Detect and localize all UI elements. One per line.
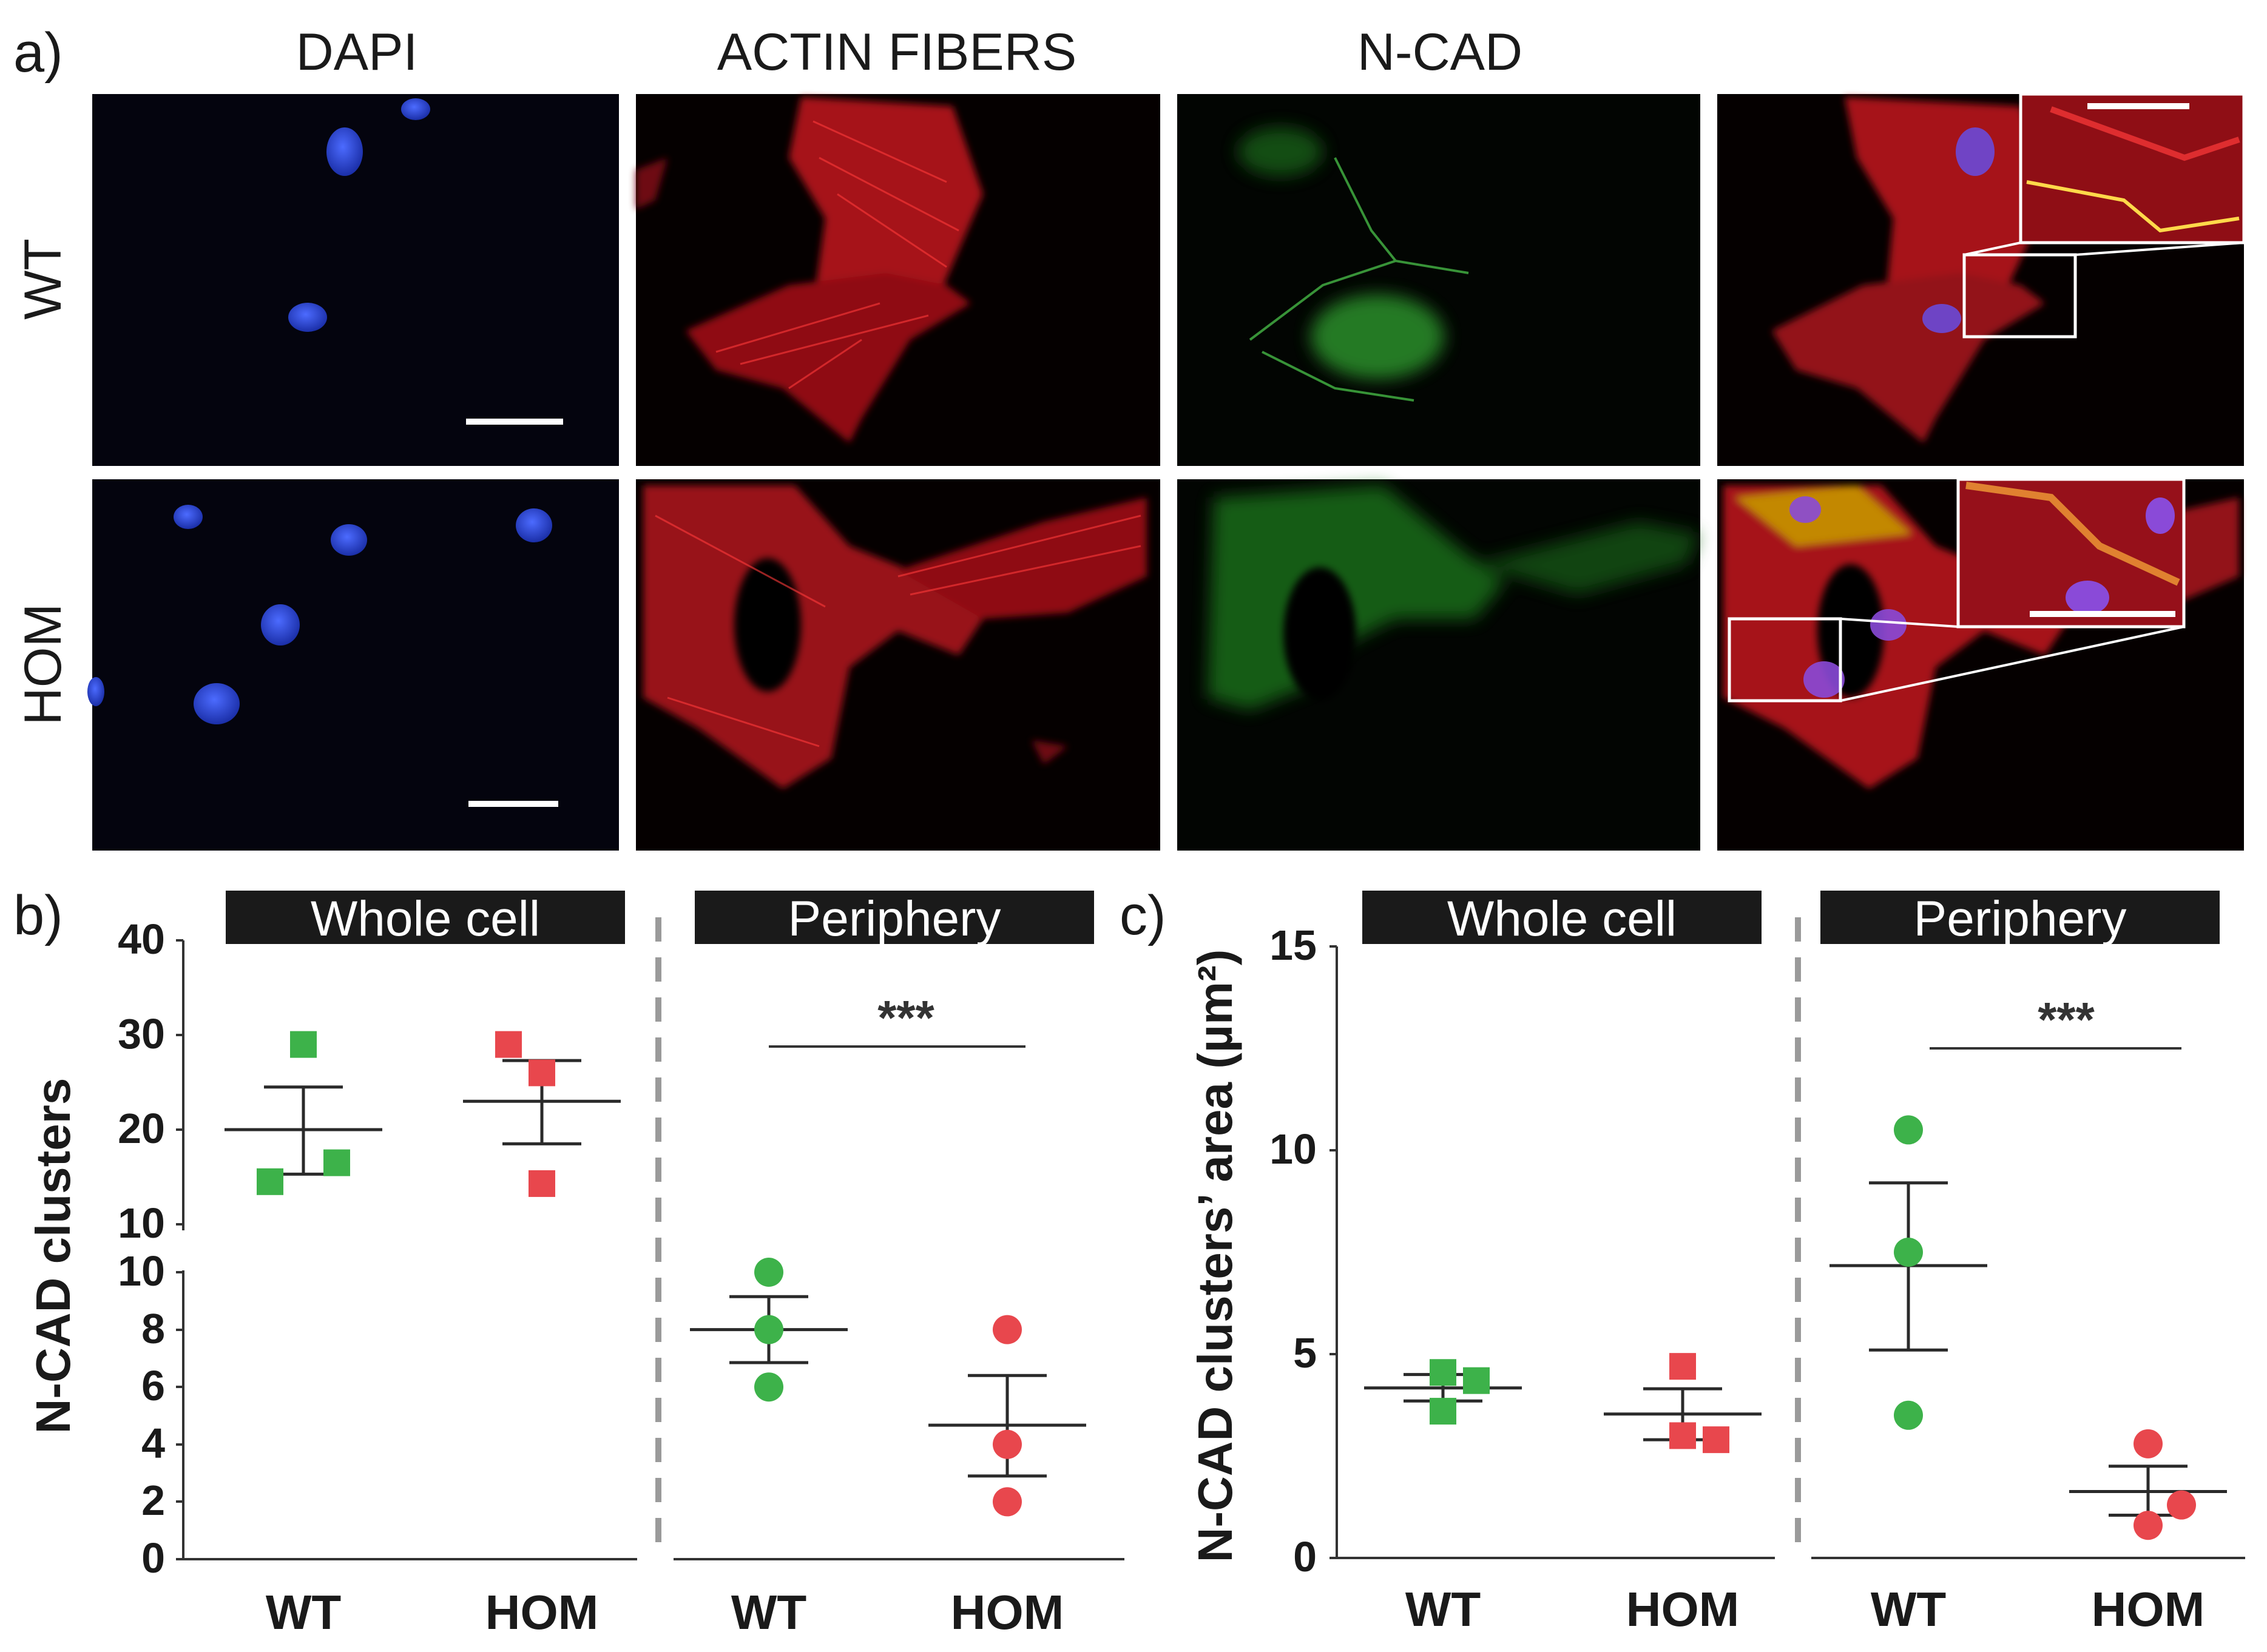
x-ticks-b: WT HOM WT HOM: [266, 1585, 1064, 1639]
image-hom-ncad: [1177, 479, 1700, 851]
data-point: [1669, 1353, 1696, 1380]
y-tick-label: 4: [141, 1420, 165, 1467]
scale-bar: [466, 419, 563, 425]
y-tick-label: 30: [118, 1010, 165, 1057]
plot-area-c: [1364, 1115, 2227, 1540]
panel-label-a: a): [13, 22, 63, 84]
y-tick-label: 20: [118, 1105, 165, 1152]
y-tick-label: 10: [118, 1247, 165, 1295]
x-tick-label: WT: [731, 1585, 807, 1639]
panel-label-c: c): [1120, 885, 1166, 946]
data-point: [1894, 1400, 1923, 1430]
y-tick-label: 0: [141, 1534, 165, 1582]
y-tick-label: 8: [141, 1305, 165, 1352]
data-point: [993, 1487, 1022, 1517]
scale-bar: [2030, 611, 2175, 617]
y-tick-label: 40: [118, 915, 165, 963]
data-point: [323, 1149, 350, 1176]
data-point: [2134, 1511, 2163, 1540]
zoom-box: [1728, 617, 1842, 703]
header-c-periphery-label: Periphery: [1914, 891, 2127, 946]
scale-bar: [2087, 103, 2189, 109]
y-tick-label: 10: [118, 1199, 165, 1247]
data-point: [290, 1031, 317, 1058]
data-point: [754, 1315, 783, 1344]
data-point: [1430, 1359, 1456, 1386]
inset-wt: [2019, 92, 2246, 244]
y-tick-label: 0: [1293, 1533, 1317, 1580]
data-point: [1669, 1422, 1696, 1449]
header-c-whole-label: Whole cell: [1447, 891, 1677, 946]
scale-bar: [468, 801, 558, 807]
data-point: [754, 1258, 783, 1287]
row-label-hom: HOM: [14, 604, 72, 726]
data-point: [993, 1315, 1022, 1344]
data-point: [1703, 1426, 1729, 1454]
x-tick-label: HOM: [1626, 1582, 1740, 1636]
column-label-dapi: DAPI: [296, 23, 418, 81]
data-point: [754, 1372, 783, 1402]
image-wt-dapi: [92, 94, 619, 466]
image-hom-merge: [1717, 477, 2244, 851]
y-axis-title-b: N-CAD clusters: [26, 1078, 80, 1434]
y-tick-label: 2: [141, 1477, 165, 1524]
column-label-ncad: N-CAD: [1357, 23, 1522, 81]
data-point: [495, 1031, 522, 1058]
inset-hom: [1956, 477, 2186, 629]
y-ticks-c: 15 10 5 0: [1269, 922, 1317, 1580]
panel-label-b: b): [13, 885, 63, 946]
y-axis-title-c: N-CAD clusters’ area (µm²): [1188, 949, 1242, 1563]
image-hom-actin: [636, 479, 1160, 851]
data-point: [1894, 1115, 1923, 1145]
data-point: [529, 1170, 555, 1197]
x-tick-label: HOM: [951, 1585, 1064, 1639]
x-tick-label: WT: [1871, 1582, 1947, 1636]
y-tick-label: 10: [1269, 1125, 1317, 1173]
image-hom-dapi: [87, 479, 619, 851]
significance-label-b: ***: [877, 991, 934, 1045]
header-b-whole-label: Whole cell: [311, 891, 540, 946]
x-tick-label: HOM: [485, 1585, 599, 1639]
header-c-periphery: [1820, 891, 2220, 944]
row-label-wt: WT: [14, 238, 72, 320]
x-ticks-c: WT HOM WT HOM: [1405, 1582, 2205, 1636]
header-b-periphery: [695, 891, 1094, 944]
data-point: [257, 1168, 283, 1195]
data-point: [1463, 1367, 1490, 1394]
data-point: [2167, 1490, 2196, 1520]
data-point: [529, 1059, 555, 1087]
x-tick-label: WT: [1405, 1582, 1481, 1636]
y-ticks-b: 40 30 20 10 10 8 6 4 2 0: [118, 915, 165, 1582]
image-wt-actin: [636, 94, 1160, 466]
header-b-whole: [226, 891, 625, 944]
image-wt-ncad: [1177, 94, 1700, 466]
data-point: [993, 1429, 1022, 1459]
y-tick-label: 6: [141, 1362, 165, 1409]
data-point: [1430, 1398, 1456, 1425]
x-tick-label: HOM: [2092, 1582, 2205, 1636]
y-tick-label: 15: [1269, 922, 1317, 969]
header-b-periphery-label: Periphery: [788, 891, 1001, 946]
data-point: [1894, 1238, 1923, 1267]
header-c-whole: [1362, 891, 1762, 944]
axes-b: [176, 939, 1124, 1560]
significance-label-c: ***: [2038, 993, 2095, 1047]
data-point: [2134, 1429, 2163, 1458]
plot-area-b: [225, 1031, 1086, 1517]
x-tick-label: WT: [266, 1585, 342, 1639]
y-tick-label: 5: [1293, 1329, 1317, 1377]
column-label-actin: ACTIN FIBERS: [717, 23, 1077, 81]
zoom-box: [1962, 253, 2077, 339]
axes-c: [1329, 945, 2245, 1559]
image-wt-merge: [1717, 92, 2246, 466]
